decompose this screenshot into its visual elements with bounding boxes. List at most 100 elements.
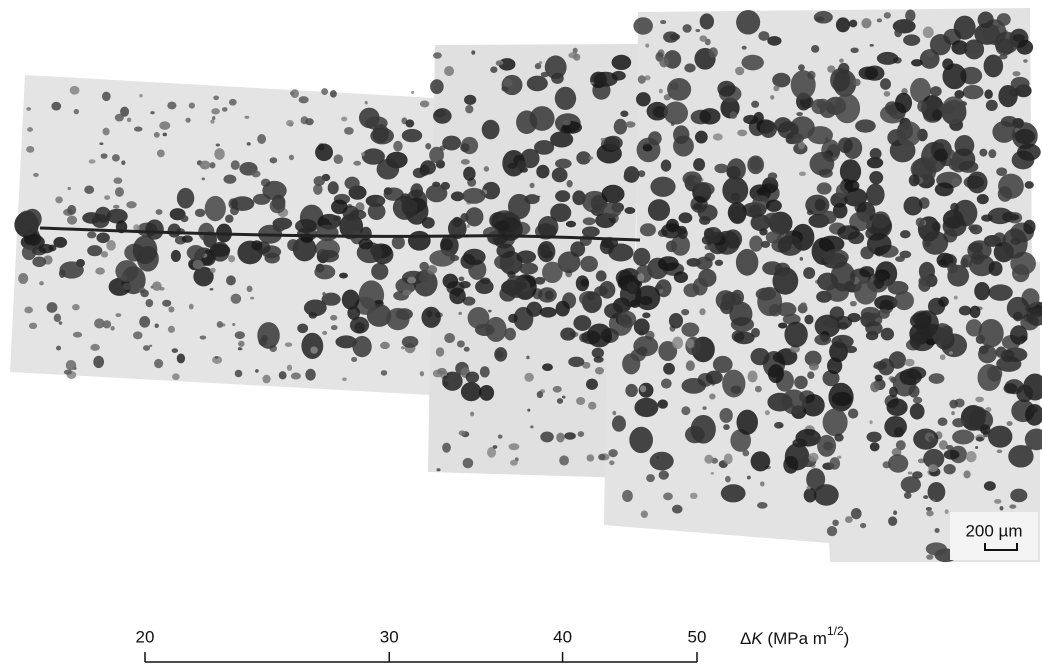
grain	[215, 143, 220, 147]
grain	[699, 308, 706, 316]
tick-label: 30	[380, 627, 399, 646]
grain	[386, 307, 410, 331]
grain	[1016, 39, 1034, 55]
grain	[816, 182, 832, 195]
grain	[321, 292, 341, 306]
grain	[581, 190, 608, 213]
grain	[234, 331, 245, 340]
grain	[667, 78, 692, 101]
grain	[508, 313, 518, 323]
grain	[419, 272, 429, 283]
grain	[590, 82, 594, 85]
grain	[313, 176, 325, 186]
grain	[928, 435, 934, 442]
grain	[588, 401, 597, 410]
grain	[908, 385, 920, 398]
grain	[888, 516, 898, 527]
grain	[570, 241, 586, 257]
grain	[66, 215, 78, 225]
grain	[244, 115, 250, 119]
grain	[772, 72, 791, 88]
grain	[774, 262, 791, 277]
grain	[407, 276, 417, 284]
grain	[931, 221, 941, 232]
grain	[460, 159, 470, 165]
grain	[676, 225, 687, 236]
grain	[370, 127, 394, 145]
grain	[850, 47, 859, 54]
grain	[460, 382, 482, 402]
grain	[847, 408, 859, 419]
grain	[1006, 296, 1030, 320]
grain	[600, 137, 606, 142]
grain	[516, 160, 527, 171]
grain	[849, 300, 857, 307]
grain	[952, 417, 966, 428]
grain	[638, 170, 646, 178]
scale-label: 200 µm	[965, 521, 1022, 540]
grain	[637, 75, 646, 84]
grain	[593, 356, 604, 363]
grain	[748, 204, 762, 219]
grain	[167, 325, 176, 333]
grain	[204, 195, 226, 222]
grain	[538, 243, 551, 257]
grain	[723, 229, 743, 249]
grain	[540, 71, 549, 78]
grain	[604, 303, 623, 319]
grain	[877, 358, 895, 376]
grain	[214, 356, 219, 359]
grain	[930, 86, 942, 97]
grain	[928, 373, 945, 384]
grain	[856, 510, 861, 513]
grain	[951, 40, 969, 55]
grain	[544, 55, 567, 80]
grain	[212, 355, 223, 364]
grain	[730, 429, 752, 452]
grain	[723, 424, 730, 431]
grain	[519, 262, 539, 275]
grain	[376, 196, 386, 205]
grain	[883, 91, 891, 97]
grain	[114, 187, 124, 197]
grain	[719, 407, 733, 423]
grain	[609, 460, 615, 466]
grain	[298, 96, 309, 104]
grain	[181, 235, 193, 243]
grain	[290, 372, 301, 380]
grain	[705, 370, 723, 385]
grain	[686, 338, 695, 349]
grain	[794, 375, 808, 390]
grain	[925, 506, 932, 511]
grain	[798, 64, 805, 72]
grain	[1023, 219, 1036, 235]
grain	[470, 411, 475, 417]
grain	[987, 207, 1013, 225]
grain	[586, 454, 595, 462]
grain	[967, 240, 992, 261]
grain	[555, 190, 571, 203]
grain	[849, 19, 858, 28]
grain	[926, 510, 934, 517]
grain	[636, 92, 651, 107]
grain	[294, 218, 317, 233]
grain	[1009, 88, 1021, 97]
grain	[741, 45, 747, 50]
grain	[943, 449, 960, 460]
grain	[232, 323, 236, 327]
grain	[102, 127, 110, 136]
grain	[108, 277, 131, 296]
grain	[437, 367, 447, 375]
grain	[466, 224, 470, 228]
grain	[69, 85, 80, 95]
grain	[928, 464, 938, 472]
grain	[988, 284, 1013, 301]
grain	[766, 199, 782, 212]
grain	[635, 264, 653, 283]
grain	[751, 100, 760, 108]
grain	[550, 203, 572, 222]
grain	[799, 256, 804, 261]
grain	[633, 336, 659, 357]
grain	[728, 496, 735, 501]
grain	[18, 273, 29, 284]
